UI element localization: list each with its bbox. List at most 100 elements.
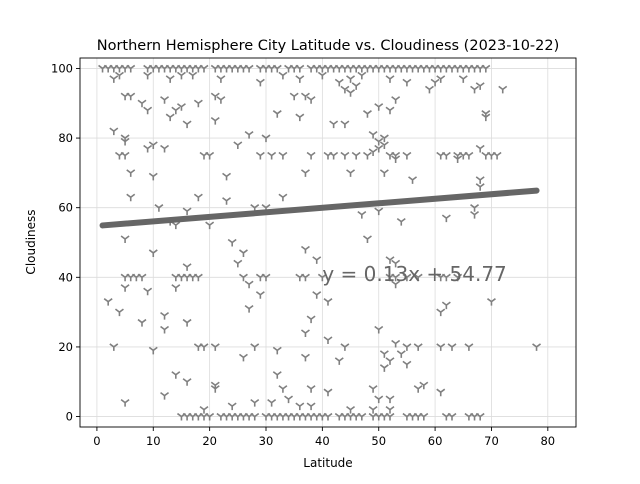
data-point (447, 412, 457, 421)
data-point (470, 211, 480, 219)
data-point (323, 298, 333, 306)
data-point (413, 385, 423, 393)
data-point (193, 99, 203, 108)
data-point (419, 381, 429, 390)
data-point (160, 311, 170, 320)
data-point (289, 92, 299, 101)
data-point (109, 127, 119, 136)
data-point (323, 336, 333, 344)
data-point (430, 78, 440, 87)
data-point (368, 130, 378, 139)
data-point (148, 172, 158, 181)
data-point (436, 343, 446, 351)
data-point (120, 398, 130, 407)
data-point (295, 113, 305, 122)
data-point (413, 343, 423, 351)
y-tick-label: 80 (58, 131, 73, 145)
data-point (278, 151, 288, 160)
data-point (205, 151, 215, 160)
data-point (385, 75, 395, 83)
data-point (385, 395, 395, 404)
data-point (475, 176, 485, 184)
data-point (272, 346, 282, 355)
data-point (255, 78, 265, 87)
data-point (126, 92, 136, 101)
data-point (362, 110, 372, 118)
y-tick-label: 0 (66, 410, 73, 424)
data-point (137, 273, 147, 282)
data-point (317, 273, 327, 282)
data-point (182, 378, 192, 386)
data-point (261, 134, 271, 143)
y-tick-label: 60 (58, 201, 73, 215)
chart-title: Northern Hemisphere City Latitude vs. Cl… (97, 38, 560, 54)
data-point (385, 256, 395, 264)
data-point (300, 273, 310, 282)
data-point (148, 249, 158, 257)
data-point (193, 193, 203, 202)
data-point (458, 75, 468, 83)
data-point (317, 71, 327, 80)
data-point (312, 291, 322, 299)
data-point (238, 353, 248, 362)
data-point (306, 96, 316, 104)
data-point (272, 371, 282, 379)
data-point (222, 172, 232, 181)
regression-equation: y = 0.13x + 54.77 (322, 262, 506, 286)
data-point (453, 273, 463, 282)
data-point (193, 273, 203, 282)
data-point (160, 325, 170, 334)
data-point (306, 385, 316, 393)
data-point (171, 221, 181, 230)
data-point (250, 343, 260, 351)
data-point (272, 64, 282, 73)
data-point (244, 305, 254, 313)
y-axis-ticks: 0 20 40 60 80 100 (51, 61, 80, 424)
data-point (362, 235, 372, 244)
scatter-points (98, 64, 542, 421)
data-point (391, 339, 401, 348)
data-point (143, 71, 153, 80)
data-point (143, 287, 153, 296)
data-point (171, 106, 181, 115)
data-point (475, 412, 485, 421)
data-point (402, 343, 412, 351)
data-point (182, 318, 192, 327)
data-point (436, 75, 446, 83)
data-point (374, 103, 384, 111)
x-axis-label: Latitude (303, 456, 352, 470)
x-tick-label: 80 (540, 434, 555, 448)
data-point (424, 85, 434, 94)
regression-layer (99, 187, 540, 229)
data-point (205, 412, 215, 421)
data-point (374, 325, 384, 334)
data-point (368, 405, 378, 414)
data-point (137, 318, 147, 327)
data-point (233, 259, 243, 268)
data-point (374, 137, 384, 146)
data-point (391, 155, 401, 163)
data-point (255, 151, 265, 160)
data-point (295, 402, 305, 411)
data-point (481, 64, 491, 73)
data-point (143, 144, 153, 153)
data-point (109, 75, 119, 83)
data-point (238, 249, 248, 257)
data-point (250, 412, 260, 421)
data-point (475, 144, 485, 153)
data-point (244, 280, 254, 289)
data-point (374, 395, 384, 404)
data-point (120, 151, 130, 160)
data-point (470, 85, 480, 94)
data-point (176, 71, 186, 80)
data-point (137, 99, 147, 108)
data-point (441, 301, 451, 310)
data-point (379, 350, 389, 358)
data-point (300, 169, 310, 177)
data-point (379, 169, 389, 177)
data-point (160, 144, 170, 153)
data-point (120, 284, 130, 292)
